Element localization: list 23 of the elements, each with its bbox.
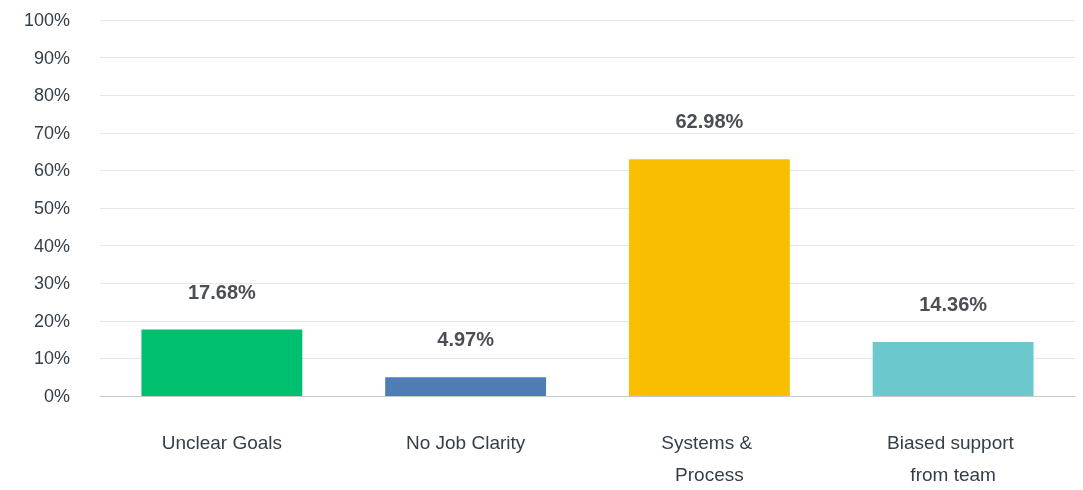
y-tick-label: 60% [33, 160, 70, 181]
bar [385, 377, 547, 396]
y-tick-label: 10% [33, 348, 70, 369]
data-label: 14.36% [919, 293, 988, 316]
y-tick-label: 30% [33, 273, 70, 294]
bar [872, 342, 1034, 396]
bar [628, 159, 790, 396]
y-tick-label: 50% [33, 198, 70, 218]
y-tick-label: 80% [33, 85, 70, 106]
y-tick-label: 90% [33, 47, 70, 68]
x-tick-label: Unclear Goals [161, 431, 283, 453]
y-tick-label: 100% [23, 10, 70, 30]
y-tick-label: 40% [33, 235, 70, 256]
data-label: 4.97% [437, 328, 495, 351]
x-tick-label: Biased support from team [887, 431, 1020, 485]
data-label: 62.98% [675, 110, 744, 133]
y-tick-label: 20% [33, 310, 70, 331]
data-label: 17.68% [187, 280, 256, 303]
y-tick-label: 70% [33, 122, 70, 143]
x-tick-label: Systems & Process [661, 431, 758, 485]
bar [141, 329, 303, 396]
y-tick-label: 0% [43, 386, 70, 406]
x-tick-label: No Job Clarity [405, 431, 526, 453]
